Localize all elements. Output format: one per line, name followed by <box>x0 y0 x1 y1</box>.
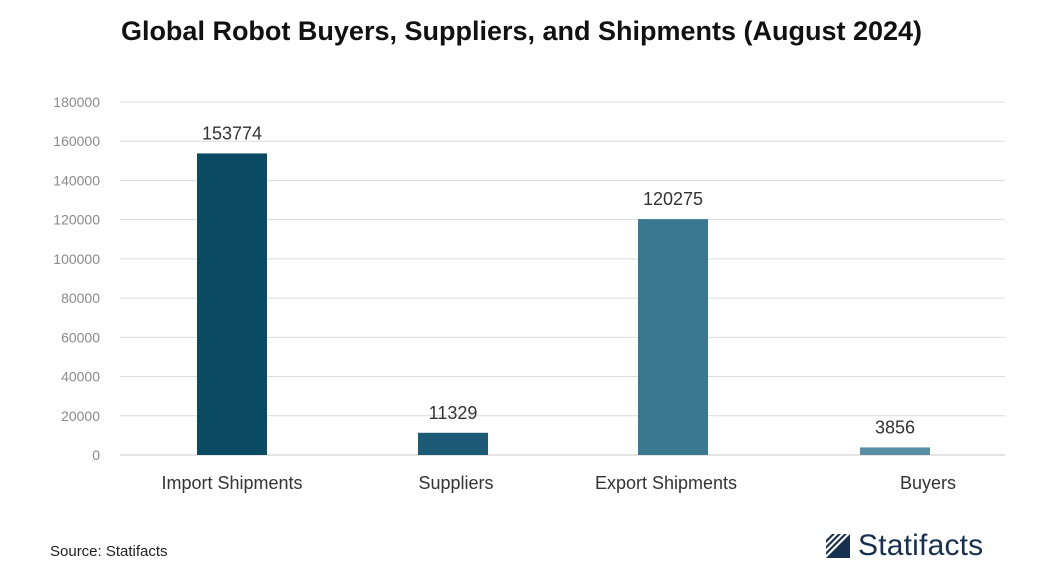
bar <box>638 219 708 455</box>
bar-value-label: 120275 <box>643 189 703 209</box>
bar <box>860 447 930 455</box>
bar-value-label: 153774 <box>202 123 262 143</box>
gridlines <box>120 101 1005 456</box>
brand-name: Statifacts <box>858 529 984 562</box>
y-tick-label: 160000 <box>53 133 100 149</box>
y-tick-label: 80000 <box>61 290 100 306</box>
y-tick-label: 180000 <box>53 94 100 110</box>
y-tick-label: 40000 <box>61 369 100 385</box>
y-tick-label: 0 <box>92 447 100 463</box>
x-category-label: Buyers <box>900 473 956 493</box>
y-tick-label: 140000 <box>53 172 100 188</box>
bar-value-label: 3856 <box>875 417 915 437</box>
chart-title: Global Robot Buyers, Suppliers, and Ship… <box>120 16 923 46</box>
x-category-label: Export Shipments <box>595 473 737 493</box>
x-category-label: Import Shipments <box>161 473 302 493</box>
bar-value-label: 11329 <box>429 403 478 423</box>
y-tick-label: 20000 <box>61 408 100 424</box>
y-tick-label: 120000 <box>53 212 100 228</box>
bar <box>418 432 488 455</box>
y-axis-ticks: 0 20000 40000 60000 80000 100000 120000 140000 1… <box>53 94 100 463</box>
bar <box>197 153 267 455</box>
x-axis-labels: Import Shipments Suppliers Export Shipment… <box>161 473 956 493</box>
x-category-label: Suppliers <box>418 473 493 493</box>
brand-logo: Statifacts <box>824 529 983 563</box>
y-tick-label: 60000 <box>61 329 100 345</box>
statifacts-logo-icon <box>826 534 850 558</box>
source-note: Source: Statifacts <box>50 543 168 560</box>
bars: 153774 11329 120275 3856 <box>197 123 930 455</box>
y-tick-label: 100000 <box>53 251 100 267</box>
